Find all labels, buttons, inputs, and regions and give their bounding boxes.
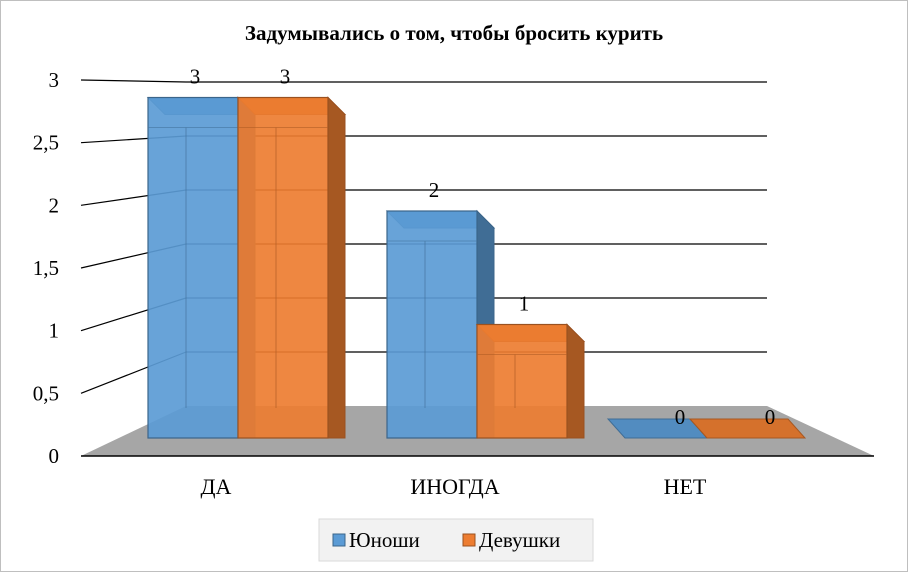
bar [475, 323, 586, 439]
category-label: ИНОГДА [410, 474, 499, 499]
data-label: 3 [190, 65, 201, 89]
data-label: 1 [519, 292, 530, 316]
data-label: 3 [280, 65, 291, 89]
bar [236, 96, 347, 439]
legend: Юноши Девушки [318, 518, 594, 562]
side-gridline [80, 79, 187, 83]
legend-label: Юноши [349, 528, 420, 552]
y-tick-label: 0,5 [33, 381, 59, 405]
legend-box [318, 518, 594, 562]
y-tick-label: 2 [49, 193, 60, 217]
y-tick-label: 0 [49, 444, 60, 468]
y-tick-label: 3 [49, 68, 60, 92]
bar-front [386, 210, 478, 439]
bar-front [476, 323, 568, 439]
bar-flat [688, 418, 807, 439]
legend-label: Девушки [479, 528, 560, 552]
data-label: 0 [675, 405, 686, 429]
data-label: 0 [765, 405, 776, 429]
legend-swatch [462, 533, 476, 547]
bar-side [327, 96, 346, 439]
plot-area: 0 0,5 1 1,5 2 2,5 3 3 3 ДА 2 1 ИНОГДА 0 0 НЕТ [33, 65, 874, 499]
category-label: НЕТ [664, 474, 707, 499]
bar-side [566, 323, 585, 439]
y-tick-label: 1 [49, 319, 60, 343]
bar-front [147, 96, 239, 439]
y-tick-label: 2,5 [33, 131, 59, 155]
chart-title: Задумывались о том, чтобы бросить курить [245, 21, 663, 45]
bar-front [237, 96, 329, 439]
data-label: 2 [429, 178, 440, 202]
category-label: ДА [201, 474, 232, 499]
legend-swatch [332, 533, 346, 547]
y-tick-label: 1,5 [33, 256, 59, 280]
